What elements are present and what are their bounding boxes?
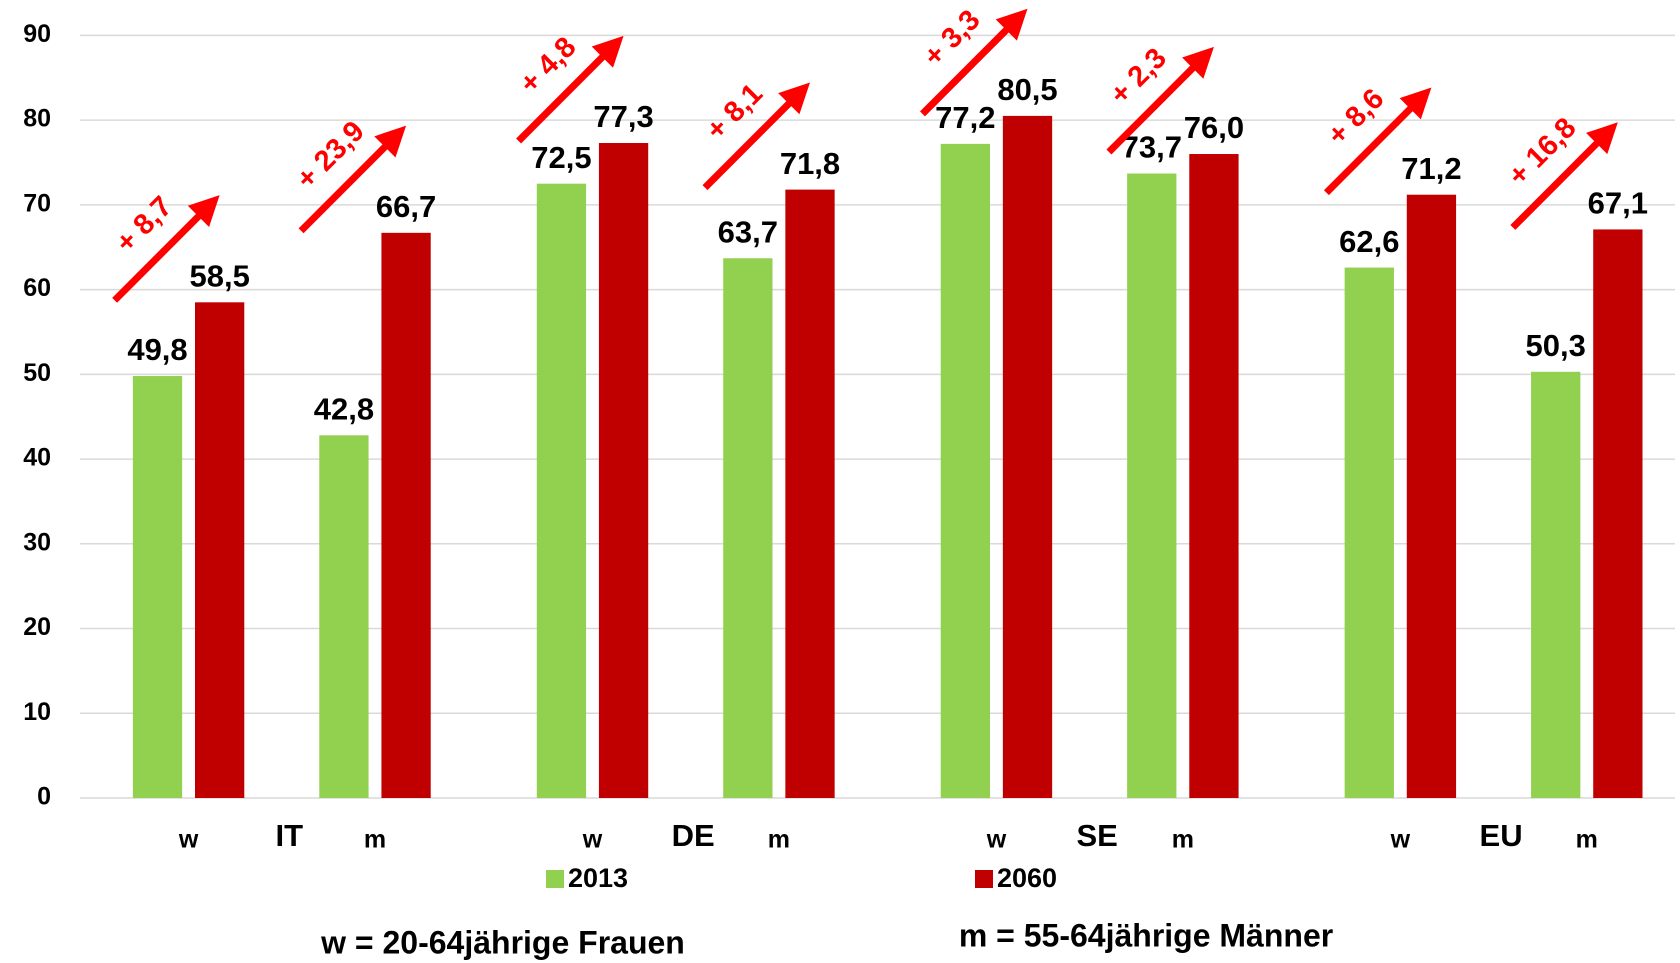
arrow-shaft — [1510, 131, 1609, 230]
x-tick-label: m — [364, 826, 386, 854]
value-label: 50,3 — [1526, 328, 1586, 363]
arrow-shaft — [1323, 97, 1422, 196]
arrow-head — [778, 82, 810, 115]
value-label: 71,8 — [780, 146, 840, 181]
bar — [723, 258, 773, 798]
value-label: 63,7 — [718, 214, 778, 249]
bar — [785, 189, 835, 798]
x-tick-label: m — [768, 826, 790, 854]
value-label: 62,6 — [1339, 224, 1399, 259]
x-tick-label: w — [1390, 826, 1411, 854]
bar — [536, 183, 587, 798]
value-label: 80,5 — [997, 72, 1057, 107]
annotation: + 23,9 — [291, 115, 371, 195]
value-label: 73,7 — [1122, 130, 1182, 165]
value-label: 67,1 — [1588, 186, 1648, 221]
y-tick-label: 70 — [23, 189, 51, 217]
y-tick-label: 60 — [23, 274, 51, 302]
arrow-head — [187, 195, 220, 227]
value-label: 72,5 — [531, 140, 591, 175]
value-label: 77,2 — [935, 100, 995, 135]
annotation: + 16,8 — [1502, 112, 1582, 192]
x-tick-label: w — [178, 826, 199, 854]
bar — [1531, 371, 1581, 798]
y-tick-label: 20 — [23, 613, 51, 641]
legend-swatch — [975, 870, 993, 888]
y-tick-label: 30 — [23, 528, 51, 556]
y-tick-label: 50 — [23, 359, 51, 387]
bar — [132, 376, 183, 798]
arrow-shaft — [298, 135, 397, 234]
footnote: w = 20-64jährige Frauen — [320, 924, 685, 960]
y-tick-label: 90 — [23, 20, 51, 48]
value-label: 42,8 — [314, 392, 374, 427]
arrow-head — [1182, 46, 1214, 79]
bar — [1002, 115, 1053, 798]
y-tick-label: 80 — [23, 105, 51, 133]
value-label: 76,0 — [1184, 110, 1244, 145]
arrow-shaft — [112, 204, 211, 303]
bar — [381, 232, 431, 798]
y-tick-label: 0 — [37, 783, 51, 811]
arrow-shaft — [702, 91, 801, 191]
arrow-head — [591, 35, 624, 68]
value-label: 66,7 — [376, 189, 436, 224]
bar — [1344, 267, 1394, 798]
legend-swatch — [546, 870, 564, 888]
y-tick-label: 10 — [23, 698, 51, 726]
group-label: SE — [1076, 818, 1117, 853]
value-label: 58,5 — [189, 258, 249, 293]
arrow-shaft — [920, 18, 1018, 117]
group-label: IT — [276, 818, 304, 853]
bar — [1127, 173, 1177, 799]
arrow-shaft — [516, 45, 615, 144]
arrow-head — [1586, 122, 1618, 155]
bar — [1406, 194, 1457, 798]
bar — [940, 143, 990, 799]
x-tick-label: m — [1576, 826, 1598, 854]
value-label: 49,8 — [127, 332, 187, 367]
x-tick-label: w — [582, 826, 603, 854]
arrow-head — [1399, 87, 1432, 120]
bar — [195, 302, 245, 798]
bar — [1593, 229, 1643, 798]
group-label: DE — [672, 818, 715, 853]
arrow-shaft — [1106, 56, 1205, 155]
footnote: m = 55-64jährige Männer — [959, 917, 1333, 953]
value-label: 71,2 — [1401, 151, 1461, 186]
bar — [598, 143, 649, 798]
x-tick-label: m — [1172, 826, 1194, 854]
bar — [1189, 154, 1239, 798]
value-label: 77,3 — [593, 99, 653, 134]
legend-label: 2060 — [997, 863, 1057, 893]
legend-label: 2013 — [568, 863, 628, 893]
bar — [319, 435, 369, 798]
group-label: EU — [1480, 818, 1523, 853]
y-tick-label: 40 — [23, 444, 51, 472]
arrow-head — [374, 125, 407, 158]
x-tick-label: w — [986, 826, 1007, 854]
arrow-head — [995, 8, 1028, 41]
